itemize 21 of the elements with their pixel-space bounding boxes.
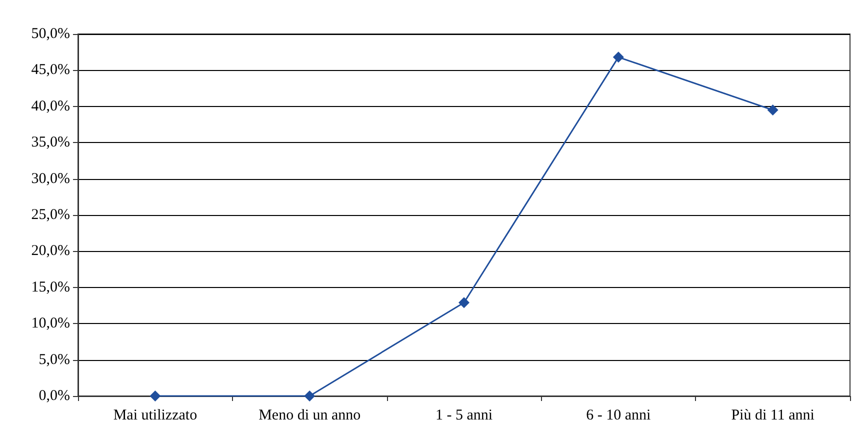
point bbox=[150, 390, 161, 402]
x-tick-label: Mai utilizzato bbox=[113, 408, 198, 424]
point bbox=[767, 104, 778, 116]
point bbox=[458, 297, 470, 308]
x-tick-label: Più di 11 anni bbox=[731, 408, 814, 424]
y-tick-label: 45,0% bbox=[31, 62, 70, 78]
y-tick-label: 50,0% bbox=[31, 26, 70, 42]
x-tick-label: 1 - 5 anni bbox=[435, 408, 493, 424]
y-tick-label: 40,0% bbox=[31, 98, 70, 114]
y-tick-label: 20,0% bbox=[31, 243, 70, 260]
y-tick-label: 25,0% bbox=[31, 207, 70, 223]
y-tick-label: 30,0% bbox=[31, 170, 70, 187]
y-tick-label: 35,0% bbox=[31, 134, 70, 151]
x-tick-label: 6 - 10 anni bbox=[586, 408, 651, 424]
y-tick-label: 15,0% bbox=[31, 279, 70, 296]
x-tick-label: Meno di un anno bbox=[258, 408, 361, 424]
point bbox=[612, 52, 624, 63]
y-tick-label: 10,0% bbox=[31, 316, 70, 332]
point bbox=[304, 390, 316, 402]
y-tick-label: 0,0% bbox=[38, 388, 70, 404]
y-tick-label: 5,0% bbox=[38, 352, 70, 368]
